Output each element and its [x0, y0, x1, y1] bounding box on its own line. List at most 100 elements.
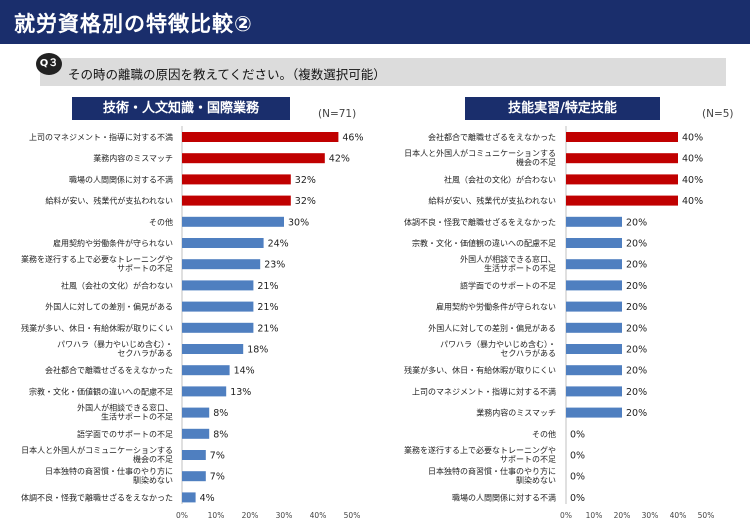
right-x-tick-4: 40% — [670, 511, 687, 520]
left-bar-10 — [182, 344, 244, 354]
left-category-label-0: 上司のマネジメント・指導に対する不満 — [29, 132, 173, 142]
right-x-tick-2: 20% — [614, 511, 631, 520]
right-category-label-6: 外国人が相談できる窓口、生活サポートの不足 — [460, 254, 556, 273]
right-value-label-14: 0% — [570, 429, 585, 440]
left-value-label-13: 8% — [213, 408, 228, 419]
left-value-label-2: 32% — [295, 175, 316, 186]
left-x-tick-3: 30% — [276, 511, 293, 520]
left-bar-16 — [182, 471, 206, 482]
left-category-label-4: その他 — [149, 217, 173, 227]
left-value-label-3: 32% — [295, 196, 316, 207]
left-category-label-8: 外国人に対しての差別・偏見がある — [45, 302, 173, 312]
left-x-tick-2: 20% — [242, 511, 259, 520]
right-value-label-1: 40% — [682, 154, 703, 165]
right-value-label-6: 20% — [626, 260, 647, 271]
left-category-label-11: 会社都合で離職せざるをえなかった — [45, 365, 173, 375]
right-bar-10 — [566, 344, 622, 354]
right-category-label-14: その他 — [532, 429, 556, 439]
right-bar-6 — [566, 259, 622, 270]
right-bar-5 — [566, 238, 622, 248]
header-bar: 就労資格別の特徴比較② — [0, 0, 750, 44]
left-x-tick-0: 0% — [176, 511, 188, 520]
right-category-label-16: 日本独特の商習慣・仕事のやり方に馴染めない — [428, 466, 556, 485]
left-value-label-6: 23% — [264, 260, 285, 271]
left-bar-8 — [182, 301, 254, 312]
question-badge: Q３ — [36, 53, 62, 75]
right-bar-0 — [566, 132, 678, 142]
right-value-label-12: 20% — [626, 387, 647, 398]
left-value-label-9: 21% — [257, 323, 278, 334]
left-bar-13 — [182, 407, 210, 418]
left-category-label-14: 語学面でのサポートの不足 — [77, 429, 173, 439]
right-x-tick-5: 50% — [698, 511, 715, 520]
right-bar-11 — [566, 365, 622, 376]
right-bar-1 — [566, 153, 678, 164]
left-category-label-15: 日本人と外国人がコミュニケーションする機会の不足 — [21, 445, 173, 464]
right-value-label-11: 20% — [626, 366, 647, 377]
right-bar-13 — [566, 407, 622, 418]
right-value-label-8: 20% — [626, 302, 647, 313]
left-bar-11 — [182, 365, 230, 376]
left-x-tick-1: 10% — [208, 511, 225, 520]
left-value-label-4: 30% — [288, 217, 309, 228]
page-title: 就労資格別の特徴比較② — [14, 12, 253, 36]
right-value-label-4: 20% — [626, 217, 647, 228]
right-x-tick-3: 30% — [642, 511, 659, 520]
left-value-label-8: 21% — [257, 302, 278, 313]
right-bar-3 — [566, 195, 678, 206]
right-category-label-10: パワハラ（暴力やいじめ含む）・セクハラがある — [440, 339, 556, 358]
right-value-label-7: 20% — [626, 281, 647, 292]
left-value-label-17: 4% — [200, 493, 215, 504]
right-n-label: (N=5) — [702, 108, 734, 120]
left-value-label-7: 21% — [257, 281, 278, 292]
right-value-label-17: 0% — [570, 493, 585, 504]
left-x-tick-5: 50% — [344, 511, 361, 520]
left-bar-5 — [182, 238, 264, 248]
left-bar-2 — [182, 174, 291, 185]
right-category-label-0: 会社都合で離職せざるをえなかった — [428, 132, 556, 142]
right-category-label-15: 業務を遂行する上で必要なトレーニングやサポートの不足 — [404, 445, 556, 464]
left-value-label-14: 8% — [213, 429, 228, 440]
question-text: その時の離職の原因を教えてください。（複数選択可能） — [68, 67, 386, 82]
left-value-label-12: 13% — [230, 387, 251, 398]
left-category-label-12: 宗教・文化・価値観の違いへの配慮不足 — [29, 386, 173, 396]
left-n-label: (N=71) — [318, 108, 357, 120]
left-category-label-6: 業務を遂行する上で必要なトレーニングやサポートの不足 — [21, 254, 173, 273]
left-value-label-11: 14% — [234, 366, 255, 377]
right-value-label-9: 20% — [626, 323, 647, 334]
left-bar-14 — [182, 428, 210, 439]
left-bar-15 — [182, 450, 206, 460]
left-category-label-16: 日本独特の商習慣・仕事のやり方に馴染めない — [45, 466, 173, 485]
left-category-label-5: 雇用契約や労働条件が守られない — [53, 238, 173, 248]
right-bar-12 — [566, 386, 622, 397]
right-bar-4 — [566, 216, 622, 227]
right-value-label-13: 20% — [626, 408, 647, 419]
right-category-label-5: 宗教・文化・価値観の違いへの配慮不足 — [412, 238, 556, 248]
left-bar-9 — [182, 322, 254, 333]
left-bar-1 — [182, 153, 325, 164]
left-value-label-15: 7% — [210, 451, 225, 462]
right-value-label-16: 0% — [570, 472, 585, 483]
right-category-label-1: 日本人と外国人がコミュニケーションする機会の不足 — [404, 148, 556, 167]
left-category-label-2: 職場の人間関係に対する不満 — [69, 174, 173, 184]
right-category-label-3: 給料が安い、残業代が支払われない — [428, 196, 556, 206]
left-value-label-5: 24% — [268, 239, 289, 250]
right-category-label-12: 上司のマネジメント・指導に対する不満 — [412, 386, 556, 396]
right-category-label-7: 語学面でのサポートの不足 — [460, 280, 556, 290]
right-value-label-5: 20% — [626, 239, 647, 250]
left-chart-title: 技術・人文知識・国際業務 — [72, 97, 290, 120]
left-category-label-17: 体調不良・怪我で離職せざるをえなかった — [21, 492, 173, 502]
left-value-label-1: 42% — [329, 154, 350, 165]
right-value-label-3: 40% — [682, 196, 703, 207]
left-category-label-9: 残業が多い、休日・有給休暇が取りにくい — [21, 323, 173, 333]
right-category-label-9: 外国人に対しての差別・偏見がある — [428, 323, 556, 333]
right-category-label-17: 職場の人間関係に対する不満 — [452, 492, 556, 502]
right-value-label-0: 40% — [682, 133, 703, 144]
left-value-label-0: 46% — [342, 133, 363, 144]
left-value-label-10: 18% — [247, 345, 268, 356]
left-bar-17 — [182, 492, 196, 503]
left-bar-3 — [182, 195, 291, 206]
left-bar-12 — [182, 386, 227, 397]
left-category-label-3: 給料が安い、残業代が支払われない — [45, 196, 173, 206]
